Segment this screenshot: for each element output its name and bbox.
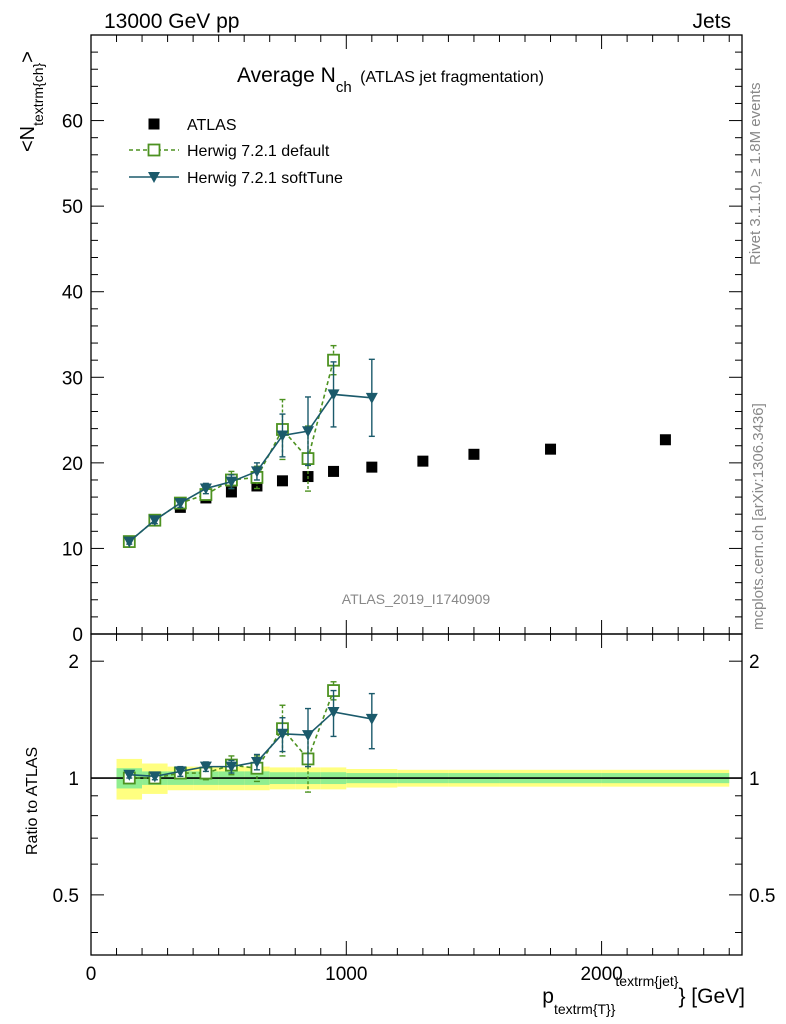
legend-item: Herwig 7.2.1 softTune — [129, 170, 343, 187]
ratio-data-point — [327, 706, 340, 718]
legend: ATLAS Herwig 7.2.1 default Herwig 7.2.1 so… — [129, 117, 343, 187]
x-tick-label: 1000 — [325, 964, 367, 985]
legend-label: ATLAS — [187, 117, 237, 134]
x-tick-label: 0 — [86, 964, 97, 985]
legend-item: ATLAS — [148, 117, 237, 134]
x-label-sup: textrm{jet} — [615, 973, 678, 989]
x-label-brace: } — [611, 1001, 616, 1017]
x-tick-label: 2000 — [580, 964, 622, 985]
main-data-point — [148, 515, 161, 527]
main-data-point — [302, 426, 314, 438]
main-y-tick-label: 40 — [62, 283, 83, 304]
main-data-point — [365, 392, 378, 404]
rivet-label: Rivet 3.1.10, ≥ 1.8M events — [747, 83, 764, 266]
main-data-point — [174, 498, 187, 510]
ratio-frame — [90, 633, 743, 956]
main-y-label-a: <N — [17, 126, 39, 152]
ratio-data-point — [123, 769, 136, 781]
legend-item: Herwig 7.2.1 default — [129, 143, 330, 160]
main-data-point — [328, 465, 340, 477]
main-data-point — [417, 455, 429, 467]
main-data-point — [250, 466, 263, 478]
legend-marker — [148, 172, 160, 183]
main-data-point — [276, 475, 288, 487]
main-y-tick-label: 60 — [62, 112, 83, 133]
main-data-point — [123, 536, 136, 548]
main-y-label-sub: textrm{ch} — [30, 63, 46, 126]
chart-title: Average Nch (ATLAS jet fragmentation) — [237, 64, 544, 96]
main-data-point — [545, 443, 557, 455]
main-y-tick-label: 0 — [72, 625, 83, 646]
main-data-point — [276, 430, 289, 442]
header-right: Jets — [692, 10, 731, 33]
x-axis-label: ptextrm{T}} textrm{jet}} [GeV] — [542, 973, 745, 1017]
legend-label: Herwig 7.2.1 default — [187, 143, 330, 160]
main-y-tick-label: 50 — [62, 197, 83, 218]
main-data-point — [468, 448, 480, 460]
main-y-label-end: > — [17, 51, 39, 63]
main-series-line — [128, 393, 372, 543]
ratio-data-point — [276, 728, 289, 740]
ratio-data-point — [199, 761, 212, 773]
main-data-point — [366, 461, 378, 473]
ratio-series-triangle-down — [123, 689, 378, 783]
legend-marker — [147, 143, 161, 157]
ratio-data-point — [225, 761, 238, 773]
ratio-y-tick-label: 1 — [68, 769, 79, 790]
ratio-y-tick-label: 0.5 — [53, 886, 79, 907]
ratio-y-tick-label-right: 0.5 — [749, 886, 775, 907]
chart-title-sub: ch — [336, 79, 352, 96]
ratio-data-point — [148, 771, 161, 783]
analysis-id-label: ATLAS_2019_I1740909 — [342, 591, 491, 607]
main-y-tick-label: 30 — [62, 368, 83, 389]
ratio-data-point — [250, 756, 263, 768]
main-data-point — [225, 486, 237, 498]
ratio-data-point — [302, 730, 314, 742]
main-data-point — [327, 389, 340, 401]
main-y-axis-label: <Ntextrm{ch}> — [17, 51, 46, 152]
ratio-y-tick-label-right: 1 — [749, 769, 760, 790]
x-label-unit: } [GeV] — [678, 985, 745, 1008]
main-y-tick-label: 10 — [62, 539, 83, 560]
main-y-tick-label: 20 — [62, 454, 83, 475]
chart-title-note: (ATLAS jet fragmentation) — [356, 69, 544, 86]
legend-label: Herwig 7.2.1 softTune — [187, 170, 343, 187]
ratio-series-line — [129, 711, 372, 778]
header-left: 13000 GeV pp — [104, 10, 239, 33]
ratio-y-axis-label: Ratio to ATLAS — [24, 747, 41, 855]
main-data-point — [251, 480, 263, 492]
main-data-point — [199, 483, 212, 495]
main-series-triangle-down — [123, 358, 378, 548]
main-data-point — [225, 476, 238, 488]
main-data-point — [659, 434, 671, 446]
legend-marker — [148, 118, 160, 130]
main-plot: 0 10 20 30 40 50 60 Average Nch (ATLAS jet frag… — [17, 34, 743, 646]
chart-title-main: Average N — [237, 64, 336, 87]
x-label-sub: textrm{T} — [554, 1001, 611, 1017]
ratio-y-tick-label: 2 — [68, 652, 79, 673]
ratio-data-point — [174, 766, 187, 778]
x-label-p: p — [542, 985, 554, 1008]
mcplots-label: mcplots.cern.ch [arXiv:1306.3436] — [750, 403, 767, 630]
ratio-y-tick-label-right: 2 — [749, 652, 760, 673]
ratio-data-point — [365, 713, 378, 725]
